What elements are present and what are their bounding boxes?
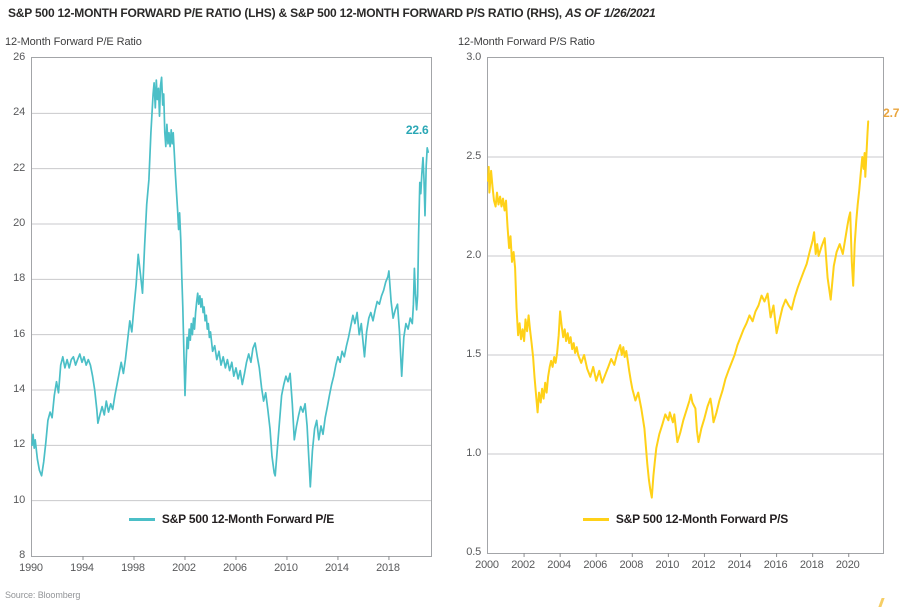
x-tick-label: 2000	[475, 559, 499, 571]
left-axis-title: 12-Month Forward P/E Ratio	[5, 36, 142, 48]
page-title-main: S&P 500 12-MONTH FORWARD P/E RATIO (LHS)…	[8, 6, 566, 20]
x-tick-label: 2014	[325, 562, 349, 574]
x-tick-label: 2006	[583, 559, 608, 571]
y-tick-label: 14	[13, 383, 25, 395]
y-tick-label: 10	[13, 493, 25, 506]
pe-legend: S&P 500 12-Month Forward P/E	[32, 512, 431, 526]
pe-legend-line-swatch	[128, 517, 155, 521]
x-tick-label: 2012	[691, 559, 716, 571]
y-tick-label: 8	[19, 549, 25, 561]
x-tick-label: 2002	[172, 562, 196, 574]
y-tick-label: 22	[13, 161, 25, 174]
pe-chart-canvas	[31, 76, 431, 560]
page-title-as-of: AS OF 1/26/2021	[565, 6, 656, 20]
y-tick-label: 12	[13, 438, 25, 451]
x-tick-label: 2008	[619, 559, 644, 571]
source-attribution: Source: Bloomberg	[5, 590, 81, 600]
y-tick-label: 24	[13, 106, 25, 119]
y-tick-label: 1.5	[466, 348, 481, 360]
x-tick-label: 2004	[547, 559, 571, 571]
y-tick-label: 26	[13, 51, 25, 63]
ps-legend: S&P 500 12-Month Forward P/S	[488, 512, 883, 526]
x-tick-label: 2014	[727, 559, 752, 571]
page-title: S&P 500 12-MONTH FORWARD P/E RATIO (LHS)…	[8, 6, 898, 20]
y-tick-label: 2.0	[466, 249, 481, 261]
y-tick-label: 3.0	[466, 51, 481, 63]
x-tick-label: 2002	[511, 559, 535, 571]
y-tick-label: 20	[13, 217, 25, 229]
y-tick-label: 2.5	[466, 150, 481, 162]
ps-legend-line-swatch	[582, 517, 609, 521]
ps-chart-plot-area: S&P 500 12-Month Forward P/S	[487, 57, 884, 557]
y-tick-label: 18	[13, 272, 25, 285]
x-tick-label: 2020	[835, 559, 860, 571]
x-tick-label: 2018	[376, 562, 400, 574]
partial-logo-mark	[870, 598, 885, 607]
pe-legend-label: S&P 500 12-Month Forward P/E	[161, 512, 335, 526]
forward-pe-last-value-label: 22.6	[405, 123, 429, 138]
x-tick-label: 1990	[19, 562, 43, 574]
x-tick-label: 2018	[799, 559, 824, 571]
x-tick-label: 2010	[655, 559, 680, 571]
pe-chart-plot-area: S&P 500 12-Month Forward P/E	[31, 57, 432, 560]
x-tick-label: 1998	[121, 562, 145, 574]
ps-legend-label: S&P 500 12-Month Forward P/S	[615, 512, 789, 526]
x-tick-label: 2010	[274, 562, 298, 574]
right-axis-title: 12-Month Forward P/S Ratio	[458, 36, 595, 48]
x-tick-label: 2006	[223, 562, 247, 574]
forward-ps-series-line	[487, 120, 870, 499]
forward-pe-series-line	[31, 76, 430, 488]
forward-ps-last-value-label: 2.7	[883, 106, 900, 121]
y-tick-label: 1.0	[466, 447, 481, 459]
x-tick-label: 1994	[70, 562, 94, 574]
x-tick-label: 2016	[763, 559, 788, 571]
y-tick-label: 16	[13, 327, 25, 340]
y-tick-label: 0.5	[466, 546, 481, 558]
ps-chart-canvas	[487, 120, 883, 557]
